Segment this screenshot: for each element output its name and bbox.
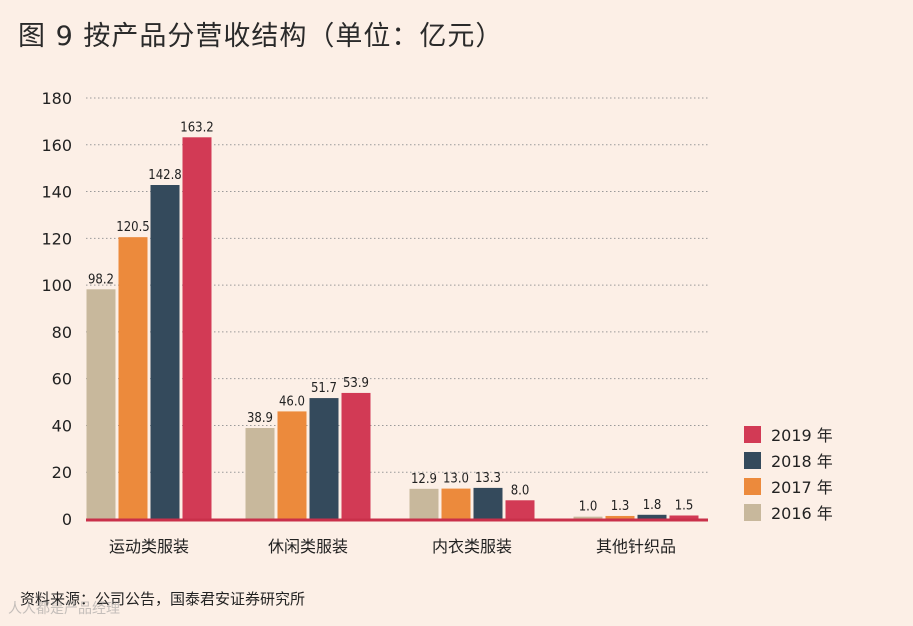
y-tick-label: 100 (41, 276, 72, 295)
y-tick-label: 40 (52, 416, 72, 435)
source-note: 资料来源：公司公告，国泰君安证券研究所 (20, 590, 306, 608)
data-label: 13.0 (443, 472, 469, 487)
bar (637, 514, 667, 519)
y-tick-label: 120 (41, 229, 72, 248)
data-label: 13.3 (475, 471, 501, 486)
y-tick-label: 80 (52, 323, 72, 342)
y-tick-label: 140 (41, 183, 72, 202)
bar (118, 237, 148, 520)
x-tick-label: 休闲类服装 (268, 537, 348, 556)
y-tick-label: 0 (62, 510, 72, 529)
legend-swatch (744, 452, 761, 469)
data-label: 142.8 (148, 168, 181, 183)
bars-layer (86, 137, 699, 520)
legend-label: 2017 年 (771, 478, 833, 497)
chart-title: 图 9 按产品分营收结构（单位：亿元） (18, 21, 504, 52)
data-label: 8.0 (511, 483, 530, 498)
data-label: 1.8 (643, 498, 662, 513)
data-label: 38.9 (247, 411, 273, 426)
bar (669, 515, 699, 519)
bar (341, 392, 371, 519)
data-label: 46.0 (279, 394, 305, 409)
bar (277, 411, 307, 519)
bar (182, 137, 212, 519)
legend-swatch (744, 504, 761, 521)
data-label: 163.2 (180, 120, 213, 135)
legend-layer: 2019 年 2018 年 2017 年 2016 年 (744, 426, 833, 523)
legend-swatch (744, 426, 761, 443)
bar (473, 487, 503, 519)
bar (409, 488, 439, 519)
x-tick-label: 运动类服装 (109, 537, 189, 556)
y-tick-label: 20 (52, 463, 72, 482)
legend-label: 2019 年 (771, 426, 833, 445)
data-label: 1.5 (675, 498, 694, 513)
bar (150, 185, 180, 520)
y-tick-label: 180 (41, 89, 72, 108)
bar (441, 488, 471, 519)
bar (605, 515, 635, 519)
data-label: 1.0 (579, 500, 598, 515)
y-tick-label: 60 (52, 370, 72, 389)
bar (573, 516, 603, 519)
x-tick-label: 其他针织品 (596, 537, 676, 556)
bar (86, 289, 116, 519)
data-label: 1.3 (611, 499, 630, 514)
data-label: 98.2 (88, 272, 114, 287)
legend-swatch (744, 478, 761, 495)
data-label: 53.9 (343, 376, 369, 391)
watermark: 人人都是产品经理 (8, 601, 120, 617)
data-label: 120.5 (116, 220, 149, 235)
bar (309, 398, 339, 519)
labels-layer: 98.2 120.5 142.8 163.2 38.9 46.0 51.7 53.9 12.9 1… (88, 120, 693, 514)
bar (505, 500, 535, 519)
axis-layer: 0 20 40 60 80 100 120 140 160 180 运动类服装 休闲类服装 内衣类服装 其… (41, 89, 708, 556)
data-label: 51.7 (311, 381, 337, 396)
data-label: 12.9 (411, 472, 437, 487)
legend-label: 2016 年 (771, 504, 833, 523)
legend-label: 2018 年 (771, 452, 833, 471)
bar (245, 428, 275, 519)
x-tick-label: 内衣类服装 (432, 537, 512, 556)
y-tick-label: 160 (41, 136, 72, 155)
